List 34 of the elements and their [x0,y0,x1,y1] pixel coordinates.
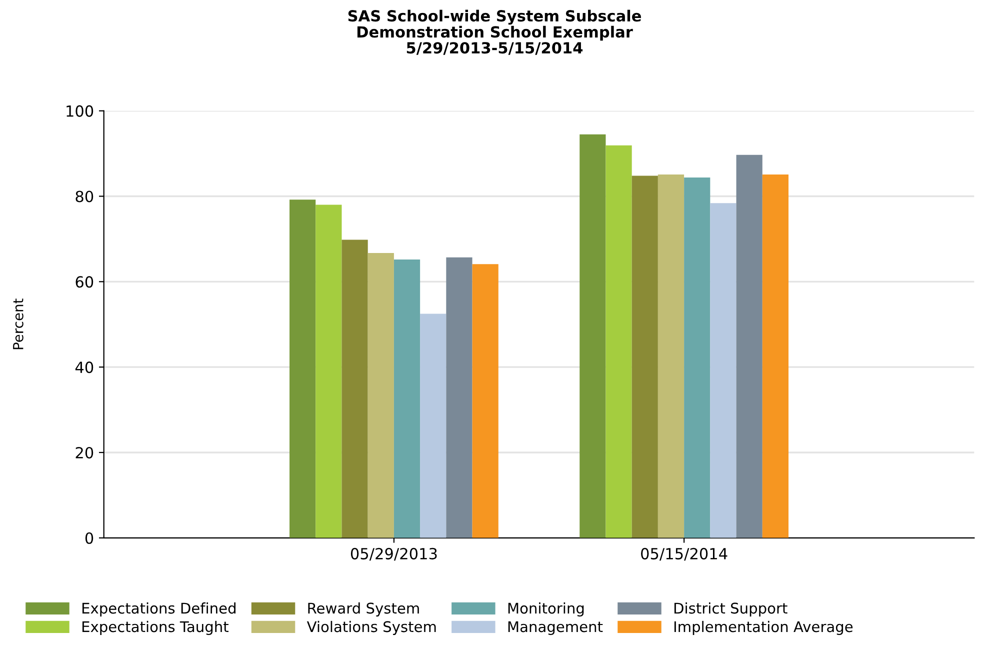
bar [316,204,342,538]
y-tick-label: 80 [76,190,94,202]
legend-label: Reward System [308,602,419,617]
legend-label: Monitoring [508,602,584,617]
bar [736,154,762,538]
bar [342,240,368,538]
x-tick-label: 05/29/2013 [350,548,437,561]
bar [710,203,736,538]
bar [580,134,606,538]
x-tick-label: 05/15/2014 [641,548,728,561]
bar [684,177,710,538]
y-tick-label: 60 [76,276,94,288]
y-tick-label: 40 [75,362,94,374]
bar [446,257,472,538]
bar [368,253,394,538]
legend-label: Implementation Average [674,620,853,636]
y-axis-title: Percent [13,298,24,350]
bar [420,314,446,538]
bar [394,259,420,538]
legend-label: Violations System [306,620,436,636]
bar [658,174,684,538]
bar [632,176,658,538]
y-tick-label: 0 [85,532,94,544]
bar [606,145,632,538]
y-tick-label: 100 [66,105,94,117]
legend-label: Expectations Taught [82,620,228,636]
bar [472,264,498,538]
bar [290,200,316,538]
legend-label: District Support [674,602,788,617]
legend-label: Expectations Defined [82,602,236,617]
y-tick-label: 20 [76,446,94,459]
legend-label: Management [508,621,603,636]
bar [762,174,788,538]
chart-title: SAS School-wide System Subscale Demonstration School Exemplar 5/29/2013-5/15/2014 [348,10,641,55]
